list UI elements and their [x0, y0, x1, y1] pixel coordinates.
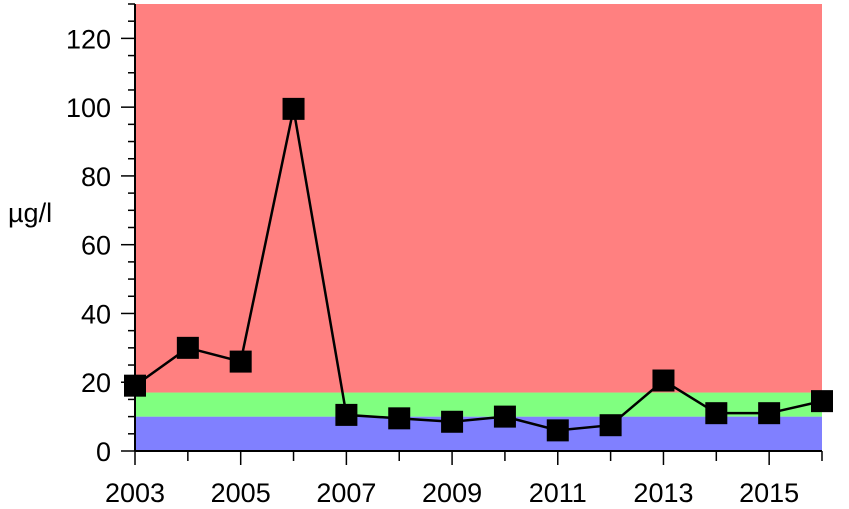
data-point: [229, 350, 252, 373]
y-tick-label: 100: [66, 93, 111, 123]
x-tick-label: 2005: [211, 478, 271, 508]
series-layer: [124, 97, 833, 442]
band-2: [135, 4, 822, 393]
data-point: [441, 410, 464, 433]
data-point: [599, 414, 622, 437]
data-point: [282, 97, 305, 120]
data-point: [546, 419, 569, 442]
y-tick-label: 80: [81, 162, 111, 192]
data-point: [388, 407, 411, 430]
y-tick-label: 120: [66, 24, 111, 54]
y-axis-title: µg/l: [8, 198, 52, 228]
data-point: [811, 390, 833, 413]
x-tick-label: 2011: [529, 478, 587, 508]
data-point: [124, 374, 146, 397]
x-tick-label: 2003: [105, 478, 165, 508]
x-tick-label: 2015: [739, 478, 799, 508]
x-tick-label: 2007: [316, 478, 376, 508]
threshold-bands: [135, 4, 822, 451]
data-point: [758, 402, 781, 425]
x-tick-label: 2013: [633, 478, 693, 508]
data-point: [335, 403, 358, 426]
data-point: [176, 336, 199, 359]
y-tick-label: 40: [81, 299, 111, 329]
data-point: [493, 405, 516, 428]
y-tick-label: 20: [81, 368, 111, 398]
y-tick-label: 0: [96, 437, 111, 467]
tick-labels: 0 20 40 60 80 100 120 2003 2005 2007 2009 2011 2013 2…: [66, 24, 799, 508]
y-tick-label: 60: [81, 231, 111, 261]
data-point: [652, 369, 675, 392]
x-tick-label: 2009: [422, 478, 482, 508]
data-point: [705, 402, 728, 425]
